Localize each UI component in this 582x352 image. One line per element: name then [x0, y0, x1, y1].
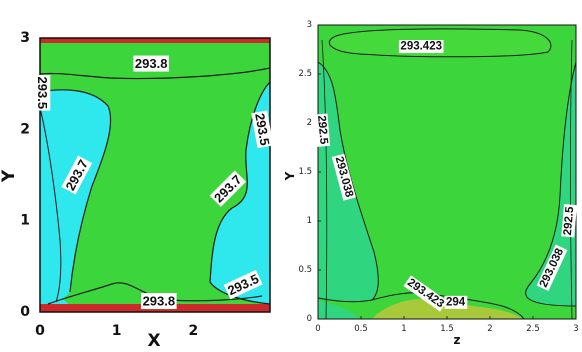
left-contour-label-text: 293.8: [135, 56, 168, 71]
right-contour-label-text: 293.423: [400, 41, 442, 53]
left-contour-label-background: [34, 75, 51, 111]
left-contour-label-text: 293.5: [35, 77, 50, 110]
left-contour-label-6: 293.8: [141, 293, 177, 310]
right-contour-label-background: [403, 275, 448, 312]
right-contour-line-293.423-top: [329, 28, 552, 58]
right-y-axis-label: Y: [283, 171, 297, 181]
right-contour-line-292.5-left: [321, 39, 328, 319]
left-y-tick-label: 0: [20, 304, 30, 320]
right-contour-label-background: [398, 40, 444, 54]
right-contour-label-3: 292.5: [561, 204, 578, 238]
left-contour-label-1: 293.5: [34, 75, 51, 111]
right-x-tick-label: 2: [487, 324, 492, 334]
right-contour-label-background: [314, 113, 331, 147]
right-contour-label-background: [536, 244, 568, 291]
right-region-bottom-teal: [318, 300, 360, 319]
left-x-axis-label: X: [147, 331, 160, 351]
right-x-axis-label: z: [454, 333, 461, 347]
left-contour-label-background: [141, 293, 177, 310]
left-contour-label-background: [223, 269, 263, 300]
left-contour-line-293.5-left: [40, 89, 112, 293]
right-y-tick-label: 2: [307, 118, 312, 128]
left-contour-line-293.8-top: [40, 67, 270, 80]
right-y-tick-label: 3: [307, 20, 312, 30]
right-x-tick-label: 0.5: [354, 324, 368, 334]
right-contour-line-292.5-right: [570, 39, 573, 319]
right-region-light-green-right: [525, 62, 576, 306]
right-contour-label-6: 294: [444, 295, 468, 309]
right-contour-label-background: [331, 153, 357, 201]
left-region-cyan-right: [210, 82, 270, 304]
left-x-tick-label: 2: [188, 323, 198, 339]
right-y-tick-label: 0: [307, 314, 312, 324]
left-contour-label-background: [209, 170, 247, 207]
left-contour-label-text: 293.5: [252, 112, 272, 147]
left-contour-label-background: [251, 110, 274, 149]
left-contour-label-0: 293.8: [133, 55, 169, 72]
left-y-tick-label: 3: [20, 30, 30, 46]
right-x-tick-label: 1.5: [440, 324, 454, 334]
right-y-tick-label: 1: [307, 216, 312, 226]
right-y-tick-label: 0.5: [298, 265, 312, 275]
left-red-top-boundary: [40, 38, 270, 43]
left-plot-frame: [39, 37, 271, 313]
left-y-tick-label: 2: [20, 121, 30, 137]
left-y-axis-label: Y: [0, 169, 19, 183]
left-contour-line-293.8-bottom: [47, 282, 263, 305]
left-contour-label-text: 293.8: [143, 294, 176, 309]
right-contour-label-text: 292.5: [315, 115, 330, 145]
left-contour-label-background: [133, 55, 169, 72]
left-y-tick-label: 1: [20, 213, 30, 229]
left-x-tick-label: 0: [35, 323, 45, 339]
right-contour-line-293.038-left: [318, 61, 379, 303]
left-region-cyan-upper-left: [40, 89, 111, 304]
right-contour-label-background: [444, 295, 468, 309]
right-region-bottom-yellow: [372, 298, 522, 319]
right-contour-label-background: [561, 204, 578, 238]
right-contour-label-1: 292.5: [314, 113, 331, 147]
right-x-tick-label: 3: [573, 324, 578, 334]
right-contour-label-0: 293.423: [398, 40, 444, 54]
left-contour-label-background: [61, 155, 93, 195]
left-x-tick-label: 1: [112, 323, 122, 339]
right-contour-label-text: 294: [446, 296, 466, 308]
left-contour-line-inner-left: [40, 107, 62, 303]
left-contour-line-293.5-right: [209, 81, 270, 305]
right-axis-ticks: 0 0.5 1 1.5 2 2.5 3 0 0.5 1 1.5 2 2.5 3: [298, 20, 578, 334]
right-y-tick-label: 1.5: [298, 167, 312, 177]
left-contour-label-3: 293.5: [251, 110, 274, 149]
left-axis-ticks: 0 1 2 0 1 2 3: [20, 30, 198, 339]
right-x-tick-label: 0: [315, 324, 320, 334]
right-x-tick-label: 2.5: [526, 324, 540, 334]
right-x-tick-label: 1: [401, 324, 406, 334]
right-fill-regions: [318, 25, 576, 319]
right-y-tick-label: 2.5: [298, 69, 312, 79]
right-contour-label-text: 292.5: [562, 206, 577, 236]
right-contour-line-293.038-right: [525, 61, 576, 307]
